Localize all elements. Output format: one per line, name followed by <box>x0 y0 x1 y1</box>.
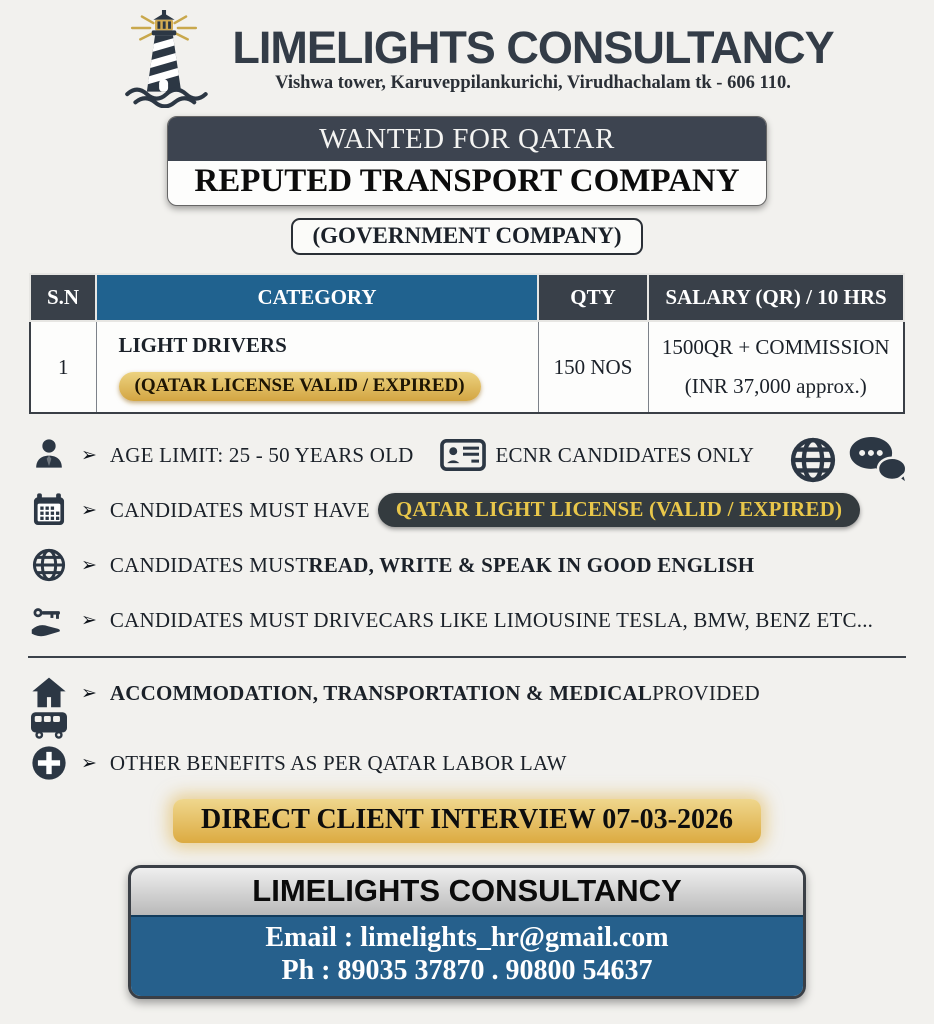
key-hand-icon <box>26 601 72 639</box>
contact-details: Email : limelights_hr@gmail.com Ph : 890… <box>131 915 803 996</box>
labor-law-text: OTHER BENEFITS AS PER QATAR LABOR LAW <box>109 750 567 775</box>
contact-card: LIMELIGHTS CONSULTANCY Email : limelight… <box>128 865 806 999</box>
vacancy-table: S.N CATEGORY QTY SALARY (QR) / 10 HRS 1 … <box>29 273 905 414</box>
english-text-bold: READ, WRITE & SPEAK IN GOOD ENGLISH <box>308 552 755 577</box>
globe-icon <box>26 546 72 584</box>
salary-line2: (INR 37,000 approx.) <box>684 374 867 398</box>
table-row: 1 LIGHT DRIVERS (QATAR LICENSE VALID / E… <box>29 320 905 414</box>
lighthouse-logo <box>100 10 228 109</box>
qatar-license-badge: QATAR LIGHT LICENSE (VALID / EXPIRED) <box>377 493 861 527</box>
header: LIMELIGHTS CONSULTANCY Vishwa tower, Kar… <box>0 0 934 109</box>
home-icon <box>26 674 72 712</box>
id-card-icon <box>439 439 486 471</box>
requirement-row-benefits: ➢ ACCOMMODATION, TRANSPORTATION & MEDICA… <box>26 674 908 712</box>
calendar-icon <box>26 491 72 529</box>
company-address: Vishwa tower, Karuveppilankurichi, Virud… <box>275 72 791 93</box>
side-icons <box>787 434 910 491</box>
table-header-salary: SALARY (QR) / 10 HRS <box>647 273 905 322</box>
bus-icon-row <box>26 710 908 740</box>
cell-salary: 1500QR + COMMISSION (INR 37,000 approx.) <box>647 320 905 414</box>
table-header-category: CATEGORY <box>95 273 539 322</box>
requirement-row-license: ➢ CANDIDATES MUST HAVE QATAR LIGHT LICEN… <box>26 491 908 529</box>
table-header-sn: S.N <box>29 273 97 322</box>
table-header-qty: QTY <box>537 273 649 322</box>
requirements-section: ➢ AGE LIMIT: 25 - 50 YEARS OLD ECNR CAND… <box>26 434 910 782</box>
arrow-icon: ➢ <box>81 444 97 466</box>
contact-company-name: LIMELIGHTS CONSULTANCY <box>131 868 803 915</box>
ecnr-text: ECNR CANDIDATES ONLY <box>495 442 755 467</box>
age-limit-text: AGE LIMIT: 25 - 50 YEARS OLD <box>109 442 414 467</box>
government-company-box: (GOVERNMENT COMPANY) <box>290 218 644 255</box>
banner-wanted: WANTED FOR QATAR <box>168 117 766 161</box>
divider <box>28 656 906 658</box>
table-header-row: S.N CATEGORY QTY SALARY (QR) / 10 HRS <box>29 273 905 322</box>
banner-company-type: REPUTED TRANSPORT COMPANY <box>194 163 740 199</box>
requirement-row-age: ➢ AGE LIMIT: 25 - 50 YEARS OLD ECNR CAND… <box>26 436 908 474</box>
drive-cars-text: CANDIDATES MUST DRIVECARS LIKE LIMOUSINE… <box>109 607 874 632</box>
bus-icon <box>26 710 72 740</box>
company-title: LIMELIGHTS CONSULTANCY <box>232 22 834 74</box>
globe-large-icon <box>787 434 839 491</box>
arrow-icon: ➢ <box>81 499 97 521</box>
benefits-text-bold: ACCOMMODATION, TRANSPORTATION & MEDICAL <box>109 680 653 705</box>
person-icon <box>26 436 72 474</box>
medical-plus-icon <box>26 744 72 782</box>
chat-bubbles-icon <box>848 435 910 490</box>
contact-phone: Ph : 89035 37870 . 90800 54637 <box>281 955 653 986</box>
arrow-icon: ➢ <box>81 752 97 774</box>
salary-line1: 1500QR + COMMISSION <box>661 335 890 359</box>
category-title: LIGHT DRIVERS <box>118 333 287 357</box>
cell-qty: 150 NOS <box>537 320 649 414</box>
interview-date-banner: DIRECT CLIENT INTERVIEW 07-03-2026 <box>173 799 761 843</box>
must-have-text: CANDIDATES MUST HAVE <box>109 497 370 522</box>
category-license-badge: (QATAR LICENSE VALID / EXPIRED) <box>118 372 481 401</box>
english-text-prefix: CANDIDATES MUST <box>109 552 309 577</box>
arrow-icon: ➢ <box>81 682 97 704</box>
contact-email: Email : limelights_hr@gmail.com <box>265 922 669 953</box>
benefits-text-suffix: PROVIDED <box>652 680 760 705</box>
banner: WANTED FOR QATAR REPUTED TRANSPORT COMPA… <box>167 116 767 206</box>
cell-sn: 1 <box>29 320 97 414</box>
requirement-row-english: ➢ CANDIDATES MUST READ, WRITE & SPEAK IN… <box>26 546 908 584</box>
arrow-icon: ➢ <box>81 554 97 576</box>
requirement-row-labor-law: ➢ OTHER BENEFITS AS PER QATAR LABOR LAW <box>26 744 908 782</box>
arrow-icon: ➢ <box>81 609 97 631</box>
requirement-row-drive: ➢ CANDIDATES MUST DRIVECARS LIKE LIMOUSI… <box>26 601 908 639</box>
cell-category: LIGHT DRIVERS (QATAR LICENSE VALID / EXP… <box>95 320 539 414</box>
